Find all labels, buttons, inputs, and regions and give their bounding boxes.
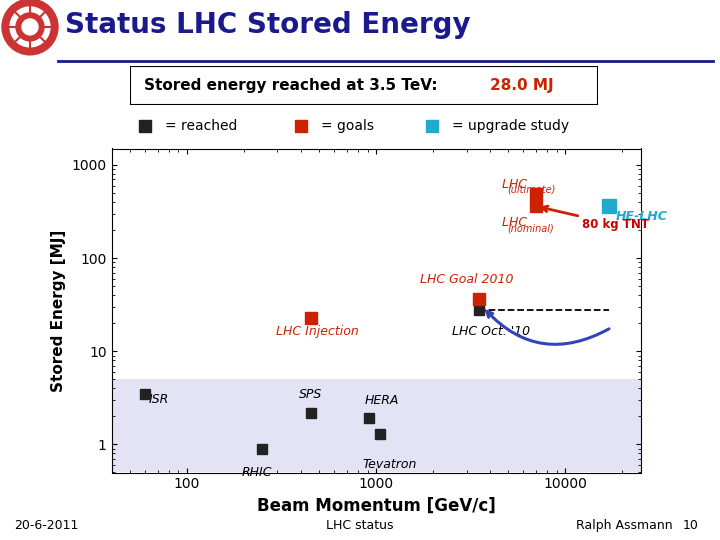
Text: = reached: = reached xyxy=(165,119,238,132)
Text: Status LHC Stored Energy: Status LHC Stored Energy xyxy=(65,11,471,39)
Circle shape xyxy=(16,13,44,41)
Text: 80 kg TNT: 80 kg TNT xyxy=(582,218,649,231)
Text: LHC Goal 2010: LHC Goal 2010 xyxy=(420,273,513,286)
Text: 28.0 MJ: 28.0 MJ xyxy=(490,78,554,93)
Text: LHC Oct. '10: LHC Oct. '10 xyxy=(451,325,530,338)
Text: HE-LHC: HE-LHC xyxy=(616,210,668,223)
Circle shape xyxy=(22,19,38,35)
Text: LHC status: LHC status xyxy=(326,519,394,532)
Text: Ralph Assmann: Ralph Assmann xyxy=(576,519,672,532)
Text: SPS: SPS xyxy=(299,388,322,401)
Text: (ultimate): (ultimate) xyxy=(508,185,556,195)
Text: RHIC: RHIC xyxy=(242,467,272,480)
Circle shape xyxy=(2,0,58,55)
Text: = upgrade study: = upgrade study xyxy=(452,119,570,132)
Y-axis label: Stored Energy [MJ]: Stored Energy [MJ] xyxy=(51,230,66,392)
Text: Stored energy reached at 3.5 TeV:: Stored energy reached at 3.5 TeV: xyxy=(143,78,443,93)
Text: HERA: HERA xyxy=(365,394,399,407)
Text: Tevatron: Tevatron xyxy=(363,458,417,471)
Circle shape xyxy=(10,7,50,47)
Text: 20-6-2011: 20-6-2011 xyxy=(14,519,78,532)
Text: LHC: LHC xyxy=(502,216,531,229)
Bar xyxy=(112,379,641,472)
Text: = goals: = goals xyxy=(321,119,374,132)
Text: (nominal): (nominal) xyxy=(508,223,554,233)
Text: ISR: ISR xyxy=(149,393,169,406)
X-axis label: Beam Momentum [GeV/c]: Beam Momentum [GeV/c] xyxy=(257,497,495,515)
Text: LHC: LHC xyxy=(502,178,531,191)
Text: LHC Injection: LHC Injection xyxy=(276,325,359,338)
Text: 10: 10 xyxy=(683,519,698,532)
